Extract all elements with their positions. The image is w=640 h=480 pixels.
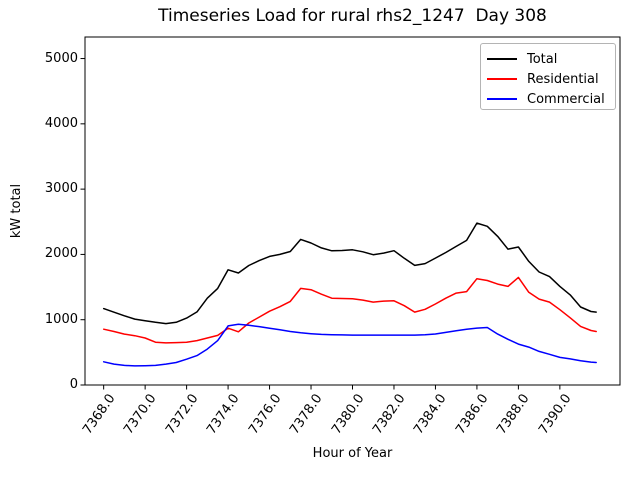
legend-swatch-total <box>487 58 517 60</box>
legend-label: Commercial <box>527 91 605 107</box>
series-line-total <box>102 222 597 325</box>
y-tick-label: 4000 <box>44 115 78 131</box>
legend-label: Residential <box>527 71 599 87</box>
legend-swatch-residential <box>487 78 517 80</box>
series-line-residential <box>102 276 597 344</box>
legend-entry: Residential <box>487 69 609 89</box>
y-tick-label: 0 <box>69 377 78 392</box>
y-tick-label: 3000 <box>44 181 78 197</box>
legend-label: Total <box>527 51 558 67</box>
x-axis-label: Hour of Year <box>312 446 393 461</box>
legend-swatch-commercial <box>487 98 517 100</box>
legend-entry: Commercial <box>487 89 609 109</box>
legend-entry: Total <box>487 49 609 69</box>
series-line-commercial <box>102 323 597 367</box>
chart-title: Timeseries Load for rural rhs2_1247 Day … <box>158 6 547 26</box>
y-tick-label: 2000 <box>44 246 78 262</box>
y-tick-label: 1000 <box>44 311 78 327</box>
y-tick-label: 5000 <box>44 50 78 66</box>
legend: Total Residential Commercial <box>480 43 616 110</box>
y-axis-label: kW total <box>9 183 24 239</box>
